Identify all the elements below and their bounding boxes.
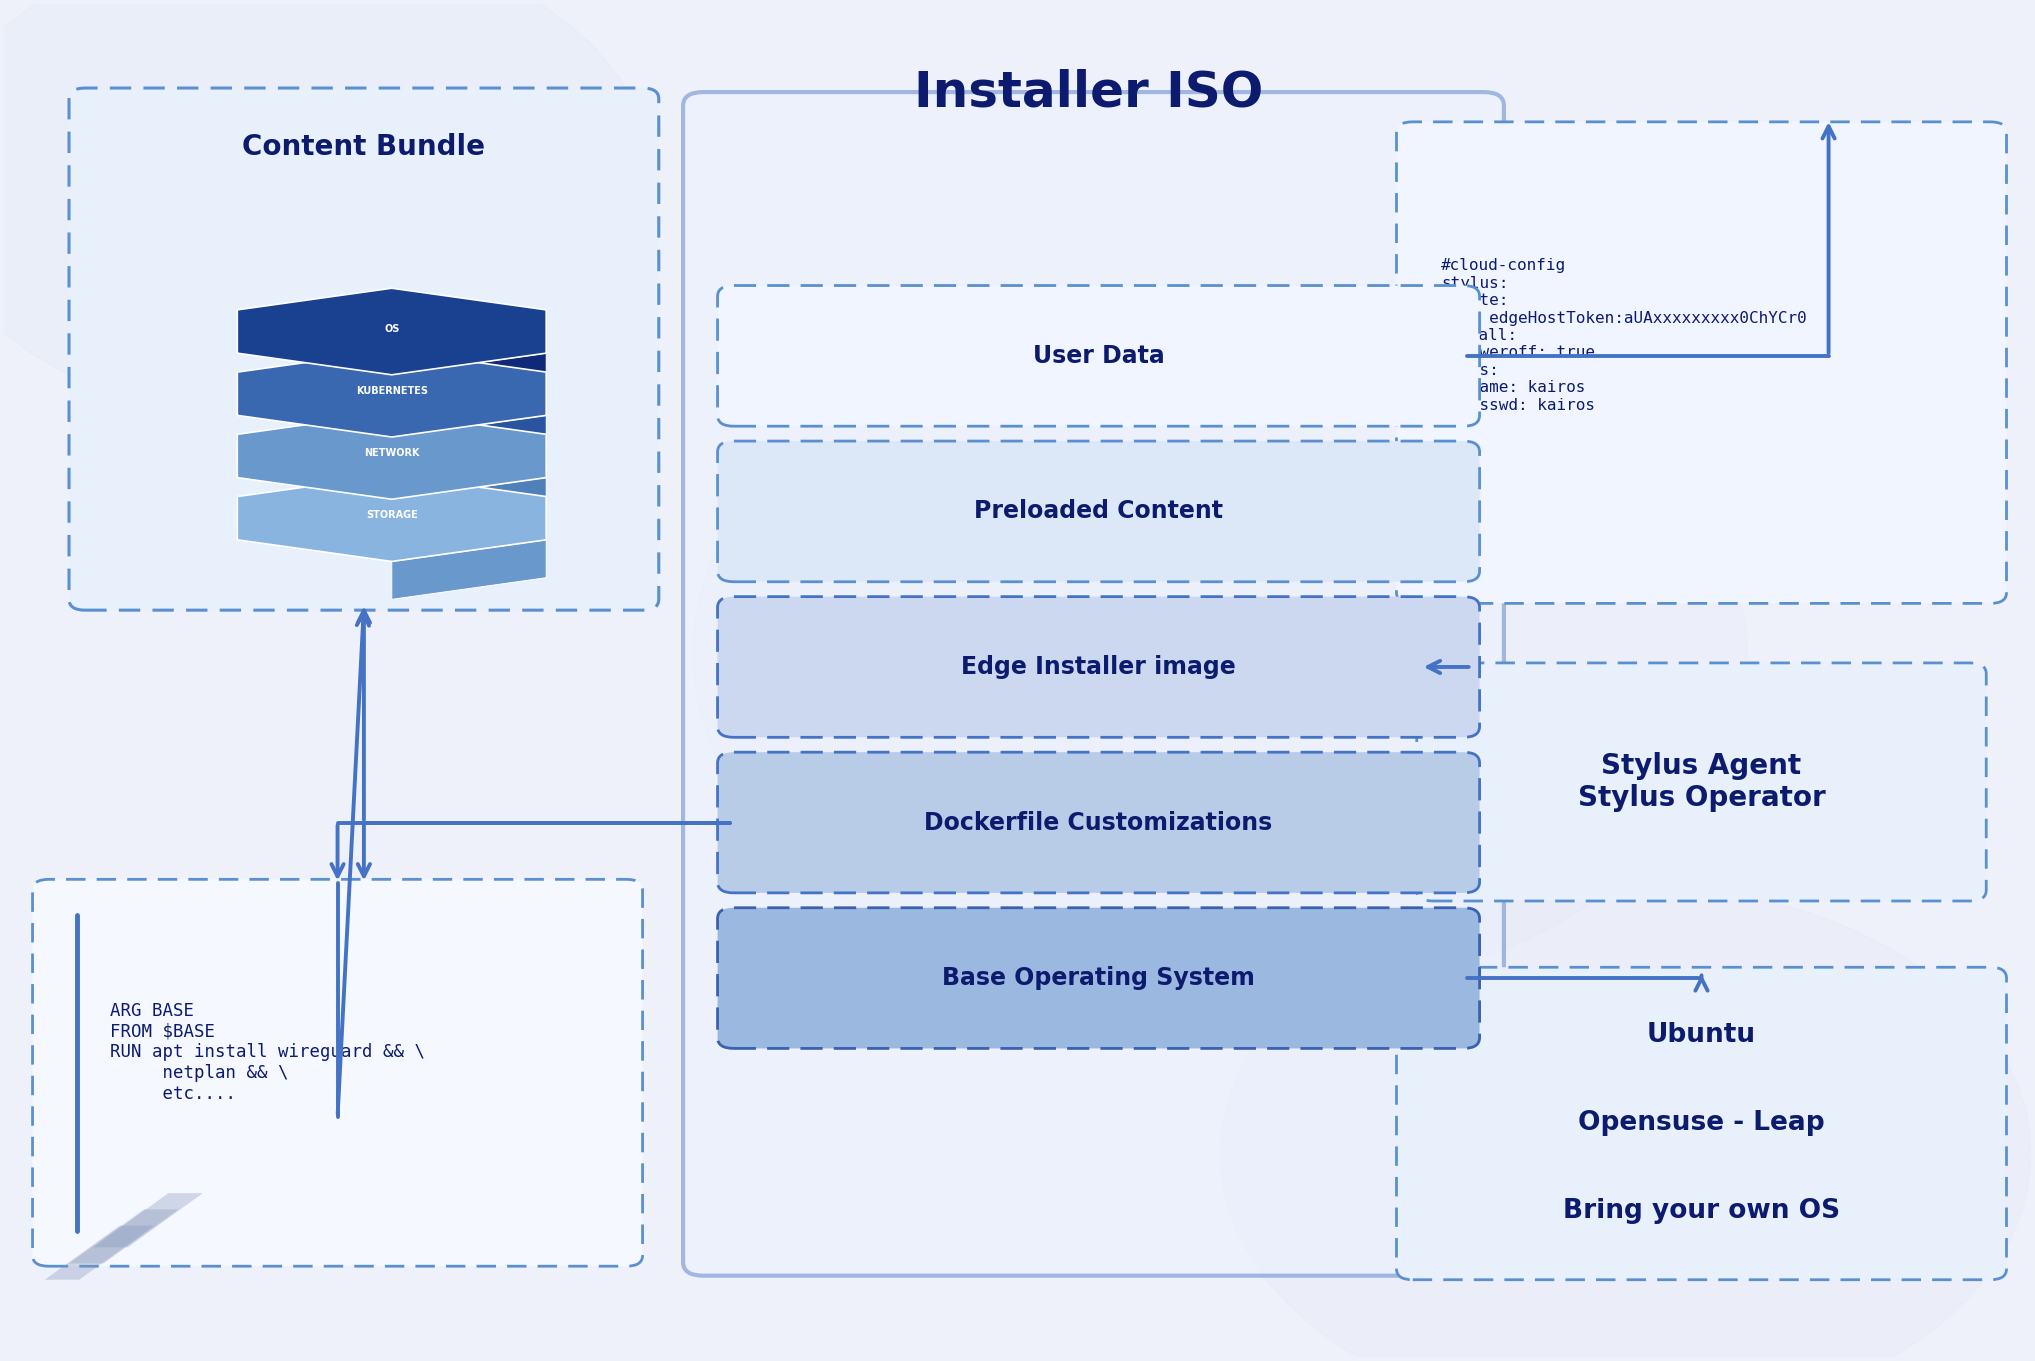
Polygon shape — [94, 1194, 204, 1247]
Text: NETWORK: NETWORK — [364, 448, 419, 459]
Text: Installer ISO: Installer ISO — [914, 68, 1264, 116]
Text: Dockerfile Customizations: Dockerfile Customizations — [924, 811, 1272, 834]
Circle shape — [0, 0, 653, 423]
Polygon shape — [393, 478, 545, 538]
Polygon shape — [45, 1226, 155, 1279]
Polygon shape — [69, 1210, 179, 1263]
Text: STORAGE: STORAGE — [366, 510, 417, 520]
Polygon shape — [238, 475, 545, 562]
Text: User Data: User Data — [1032, 344, 1164, 367]
Text: KUBERNETES: KUBERNETES — [356, 387, 427, 396]
Text: Base Operating System: Base Operating System — [942, 966, 1256, 989]
Polygon shape — [238, 350, 545, 437]
FancyBboxPatch shape — [718, 286, 1479, 426]
Polygon shape — [238, 412, 545, 499]
FancyBboxPatch shape — [718, 908, 1479, 1048]
FancyBboxPatch shape — [1396, 968, 2007, 1279]
FancyBboxPatch shape — [69, 88, 659, 610]
FancyBboxPatch shape — [718, 753, 1479, 893]
Text: Stylus Agent
Stylus Operator: Stylus Agent Stylus Operator — [1577, 751, 1825, 813]
FancyBboxPatch shape — [1416, 663, 1986, 901]
FancyBboxPatch shape — [33, 879, 643, 1266]
Circle shape — [1221, 883, 2031, 1361]
Polygon shape — [238, 289, 545, 374]
FancyBboxPatch shape — [684, 93, 1504, 1275]
Polygon shape — [393, 540, 545, 599]
FancyBboxPatch shape — [718, 441, 1479, 581]
Text: #cloud-config
stylus:
  site:
  .  edgeHostToken:aUAxxxxxxxxx0ChYCr0
install:
  : #cloud-config stylus: site: . edgeHostTo… — [1441, 259, 1807, 412]
Text: Ubuntu

Opensuse - Leap

Bring your own OS: Ubuntu Opensuse - Leap Bring your own OS — [1563, 1022, 1840, 1225]
Text: Edge Installer image: Edge Installer image — [961, 655, 1235, 679]
FancyBboxPatch shape — [1396, 122, 2007, 603]
FancyBboxPatch shape — [718, 596, 1479, 738]
Text: ARG BASE
FROM $BASE
RUN apt install wireguard && \
     netplan && \
     etc...: ARG BASE FROM $BASE RUN apt install wire… — [110, 1002, 425, 1102]
Polygon shape — [393, 415, 545, 475]
Text: Content Bundle: Content Bundle — [242, 132, 486, 161]
Polygon shape — [393, 352, 545, 412]
Text: Preloaded Content: Preloaded Content — [975, 499, 1223, 524]
Text: OS: OS — [385, 324, 399, 333]
